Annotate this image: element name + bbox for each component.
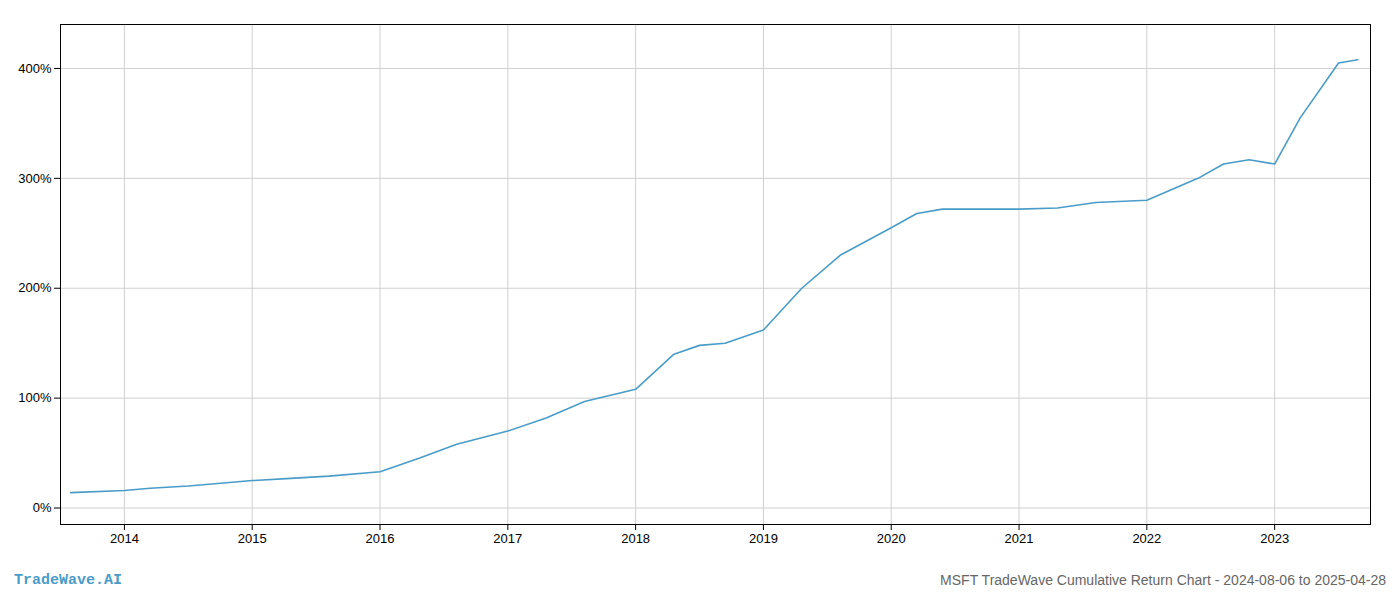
html-text:TradeWave.AI: TradeWave.AI (14, 571, 122, 589)
svg-text:2017: 2017 (493, 531, 522, 546)
svg-text:2015: 2015 (238, 531, 267, 546)
svg-text:2018: 2018 (621, 531, 650, 546)
svg-text:100%: 100% (18, 390, 52, 405)
svg-text:2014: 2014 (110, 531, 139, 546)
svg-text:2019: 2019 (749, 531, 778, 546)
svg-text:2016: 2016 (366, 531, 395, 546)
svg-text:2020: 2020 (877, 531, 906, 546)
svg-text:300%: 300% (18, 171, 52, 186)
svg-text:2022: 2022 (1132, 531, 1161, 546)
svg-text:0%: 0% (33, 500, 52, 515)
html-text:MSFT TradeWave Cumulative Retu: MSFT TradeWave Cumulative Return Chart -… (940, 572, 1386, 588)
svg-text:400%: 400% (18, 61, 52, 76)
svg-text:2023: 2023 (1260, 531, 1289, 546)
svg-text:200%: 200% (18, 280, 52, 295)
svg-text:2021: 2021 (1005, 531, 1034, 546)
